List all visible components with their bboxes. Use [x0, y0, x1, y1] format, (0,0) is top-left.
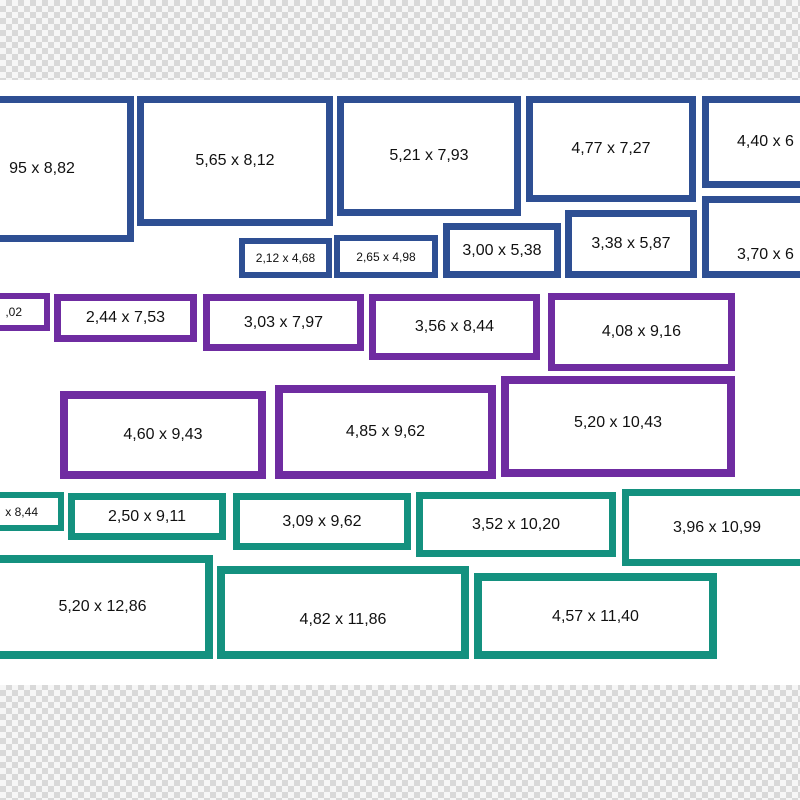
frame-blue-8: 3,00 x 5,38	[443, 223, 561, 278]
frame-label: 4,57 x 11,40	[552, 608, 639, 625]
frame-teal-3: 3,09 x 9,62	[233, 493, 411, 550]
frame-label: 3,70 x 6	[737, 246, 794, 263]
frame-blue-10: 3,70 x 6	[702, 196, 800, 278]
frame-label: 5,21 x 7,93	[389, 147, 469, 164]
frame-blue-9: 3,38 x 5,87	[565, 210, 697, 278]
frame-label: 3,38 x 5,87	[591, 235, 671, 252]
frame-blue-3: 5,21 x 7,93	[337, 96, 521, 216]
frame-blue-7: 2,65 x 4,98	[334, 235, 438, 278]
frame-teal-2: 2,50 x 9,11	[68, 493, 226, 540]
frame-teal-8: 4,57 x 11,40	[474, 573, 717, 659]
frame-teal-6: 5,20 x 12,86	[0, 555, 213, 659]
frame-blue-1: 95 x 8,82	[0, 96, 134, 242]
frame-teal-4: 3,52 x 10,20	[416, 492, 616, 557]
frame-purple-4: 3,56 x 8,44	[369, 294, 540, 360]
frame-label: 5,65 x 8,12	[195, 152, 275, 169]
frame-blue-6: 2,12 x 4,68	[239, 238, 332, 278]
frame-label: 2,50 x 9,11	[108, 507, 186, 525]
frame-label: 4,08 x 9,16	[601, 323, 682, 340]
frame-purple-7: 4,85 x 9,62	[275, 385, 496, 479]
frame-label: 5,20 x 10,43	[573, 413, 663, 431]
frame-label: 4,82 x 11,86	[299, 610, 387, 628]
frame-purple-6: 4,60 x 9,43	[60, 391, 266, 479]
frame-label: 3,09 x 9,62	[282, 512, 362, 530]
frame-teal-1: x 8,44	[0, 492, 64, 531]
frame-label: 2,12 x 4,68	[255, 251, 316, 265]
frame-label: 4,40 x 6	[737, 133, 794, 150]
frame-purple-3: 3,03 x 7,97	[203, 294, 364, 351]
frame-label: 4,60 x 9,43	[123, 426, 203, 443]
frame-purple-8: 5,20 x 10,43	[501, 376, 735, 477]
frame-teal-5: 3,96 x 10,99	[622, 489, 800, 566]
frame-label: 3,03 x 7,97	[243, 313, 324, 331]
frame-purple-1: ,02	[0, 293, 50, 331]
frame-purple-2: 2,44 x 7,53	[54, 294, 197, 342]
frame-blue-5: 4,40 x 6	[702, 96, 800, 188]
frame-teal-7: 4,82 x 11,86	[217, 566, 469, 659]
frame-label: 5,20 x 12,86	[58, 598, 147, 615]
frame-label: 2,44 x 7,53	[85, 309, 166, 326]
frame-label: 3,96 x 10,99	[673, 518, 762, 536]
frame-label: 2,65 x 4,98	[356, 249, 416, 264]
frame-label: 3,56 x 8,44	[414, 318, 495, 335]
frame-label: ,02	[5, 305, 22, 319]
frame-label: 4,77 x 7,27	[571, 140, 651, 157]
frame-blue-4: 4,77 x 7,27	[526, 96, 696, 202]
frame-label: 95 x 8,82	[9, 160, 75, 177]
frame-blue-2: 5,65 x 8,12	[137, 96, 333, 226]
frame-label: 3,52 x 10,20	[471, 515, 561, 533]
frame-label: 4,85 x 9,62	[345, 423, 426, 440]
frame-label: x 8,44	[5, 504, 38, 519]
frame-purple-5: 4,08 x 9,16	[548, 293, 735, 371]
frame-label: 3,00 x 5,38	[462, 241, 542, 259]
